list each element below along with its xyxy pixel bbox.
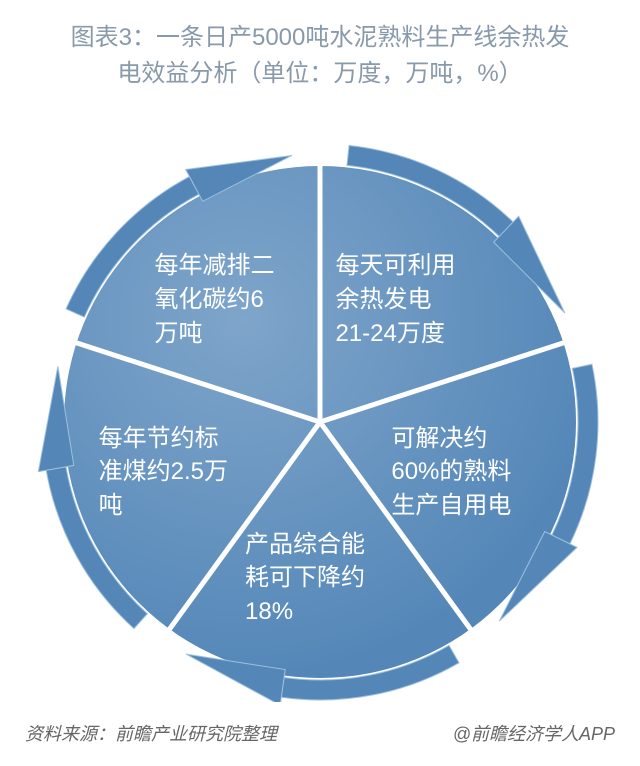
attribution-text: @前瞻经济学人APP	[453, 720, 615, 746]
segment-label: 产品综合能耗可下降约18%	[245, 528, 405, 629]
segment-label: 每年减排二氧化碳约6万吨	[155, 249, 315, 350]
segment-label: 每天可利用余热发电21-24万度	[335, 249, 495, 350]
cycle-diagram: 前瞻产业研究院 每天可利用余热发电21-24万度可解决约60%的熟料生产自用电产…	[0, 102, 640, 702]
source-text: 资料来源：前瞻产业研究院整理	[25, 720, 277, 746]
title-line1: 图表3：一条日产5000吨水泥熟料生产线余热发	[71, 24, 570, 51]
segment-label: 每年节约标准煤约2.5万吨	[99, 422, 259, 523]
chart-title: 图表3：一条日产5000吨水泥熟料生产线余热发 电效益分析（单位：万度，万吨，%…	[0, 0, 640, 102]
segment-label: 可解决约60%的熟料生产自用电	[391, 422, 551, 523]
footer: 资料来源：前瞻产业研究院整理 @前瞻经济学人APP	[0, 720, 640, 746]
title-line2: 电效益分析（单位：万度，万吨，%）	[117, 60, 522, 87]
